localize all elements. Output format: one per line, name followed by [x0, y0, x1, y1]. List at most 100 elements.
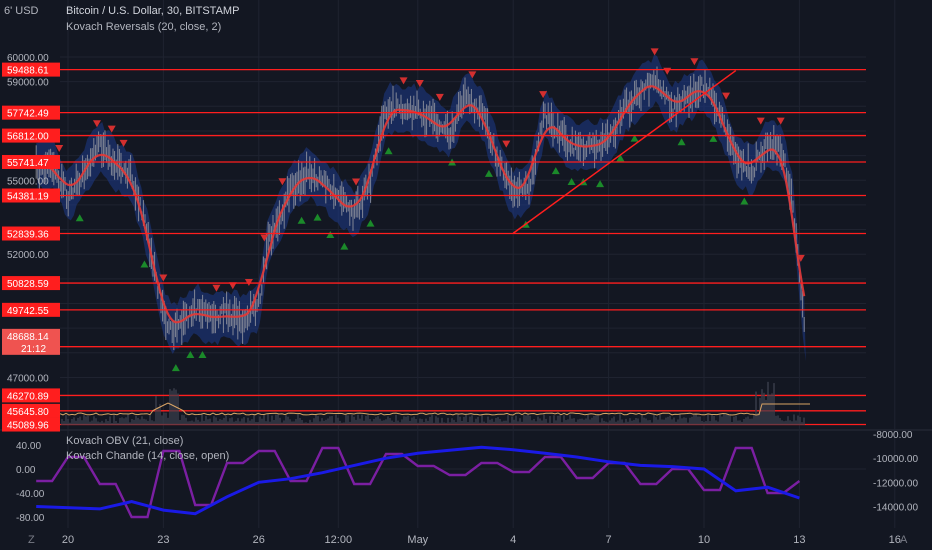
level-label: 52839.36 [7, 230, 49, 241]
level-label-bg [2, 276, 60, 291]
level-label: 50828.59 [7, 279, 49, 290]
current-price-label: 48688.14 [7, 332, 49, 343]
obv-tick-label: -14000.00 [873, 502, 918, 513]
zoom-button[interactable]: Z [28, 534, 35, 546]
auto-scale-button[interactable]: A [900, 534, 908, 546]
time-tick-label: 4 [510, 534, 516, 546]
sell-triangle [119, 139, 128, 147]
buy-triangle [140, 260, 149, 268]
level-label: 55741.47 [7, 158, 49, 169]
level-label-bg [2, 154, 60, 169]
price-axis: 60000.00 59000.00 55000.00 52000.00 47000.00 [7, 53, 49, 384]
buy-triangle [198, 351, 207, 359]
sell-triangle [399, 77, 408, 85]
reversal-markers [42, 48, 805, 372]
countdown-label: 21:12 [21, 344, 46, 355]
buy-triangle [326, 231, 335, 239]
level-label: 57742.49 [7, 109, 49, 120]
level-label-bg [2, 128, 60, 143]
level-label: 45089.96 [7, 421, 49, 432]
buy-triangle [551, 167, 560, 175]
time-tick-label: 12:00 [325, 534, 353, 546]
trend-line [35, 85, 806, 324]
sell-triangle [435, 93, 444, 101]
level-label-bg [2, 403, 60, 418]
sell-triangle [690, 58, 699, 66]
buy-triangle [740, 197, 749, 205]
lower-pane: 40.00 0.00 -40.00 -80.00 -8000.00 -10000.00 -1… [16, 430, 918, 524]
sell-triangle [92, 120, 101, 128]
buy-triangle [384, 147, 393, 155]
current-price-bg [2, 328, 60, 355]
level-label: 49742.55 [7, 306, 49, 317]
volume-bars [61, 381, 805, 425]
buy-triangle [340, 242, 349, 250]
time-tick-label: 16 [889, 534, 901, 546]
time-tick-label: May [407, 534, 428, 546]
price-tick-label: 52000.00 [7, 250, 49, 261]
chande-line [36, 446, 801, 519]
obv-tick-label: -10000.00 [873, 454, 918, 465]
obv-line [36, 445, 800, 516]
indicator-legend: Kovach Reversals (20, close, 2) [66, 21, 222, 33]
level-label-bg [2, 417, 60, 432]
sell-triangle [539, 91, 548, 99]
oscillator-tick-label: 40.00 [16, 441, 41, 452]
sell-triangle [468, 71, 477, 79]
level-label-bg [2, 188, 60, 203]
sell-triangle [756, 117, 765, 125]
buy-triangle [171, 364, 180, 372]
sell-triangle [650, 48, 659, 56]
level-label-bg [2, 105, 60, 120]
level-label: 59488.61 [7, 66, 49, 77]
sell-triangle [278, 178, 287, 186]
obv-tick-label: -8000.00 [873, 430, 913, 441]
buy-triangle [484, 169, 493, 177]
buy-triangle [596, 180, 605, 188]
sell-triangle [159, 274, 168, 282]
level-label: 54381.19 [7, 192, 49, 203]
time-tick-label: 20 [62, 534, 74, 546]
buy-triangle [297, 216, 306, 224]
buy-triangle [709, 134, 718, 142]
sell-triangle [776, 117, 785, 125]
currency-label: 6' USD [4, 5, 39, 17]
time-tick-label: 26 [253, 534, 265, 546]
oscillator-tick-label: -80.00 [16, 513, 45, 524]
buy-triangle [366, 219, 375, 227]
level-label-bg [2, 62, 60, 77]
sell-triangle [415, 80, 424, 88]
candles [35, 66, 805, 351]
level-label-bg [2, 302, 60, 317]
buy-triangle [567, 177, 576, 185]
chande-legend: Kovach Chande (14, close, open) [66, 450, 230, 462]
price-tick-label: 59000.00 [7, 78, 49, 89]
drawn-trendline [512, 69, 737, 234]
time-tick-label: 13 [793, 534, 805, 546]
level-label: 56812.00 [7, 132, 49, 143]
time-tick-label: 7 [606, 534, 612, 546]
buy-triangle [616, 154, 625, 162]
sell-triangle [796, 254, 805, 262]
volume-ma-line [59, 402, 810, 416]
obv-tick-label: -12000.00 [873, 478, 918, 489]
time-tick-label: 23 [157, 534, 169, 546]
level-label: 45645.80 [7, 407, 49, 418]
price-tick-label: 47000.00 [7, 373, 49, 384]
sell-triangle [502, 140, 511, 148]
sell-triangle [352, 178, 361, 186]
price-tick-label: 60000.00 [7, 53, 49, 64]
sell-triangle [722, 92, 731, 100]
obv-legend: Kovach OBV (21, close) [66, 435, 184, 447]
buy-triangle [630, 134, 639, 142]
sell-triangle [107, 125, 116, 133]
buy-triangle [186, 350, 195, 358]
sell-triangle [212, 284, 221, 292]
time-tick-label: 10 [698, 534, 710, 546]
sell-triangle [55, 144, 64, 152]
oscillator-tick-label: -40.00 [16, 489, 45, 500]
level-label: 46270.89 [7, 391, 49, 402]
oscillator-tick-label: 0.00 [16, 465, 36, 476]
buy-triangle [677, 138, 686, 146]
